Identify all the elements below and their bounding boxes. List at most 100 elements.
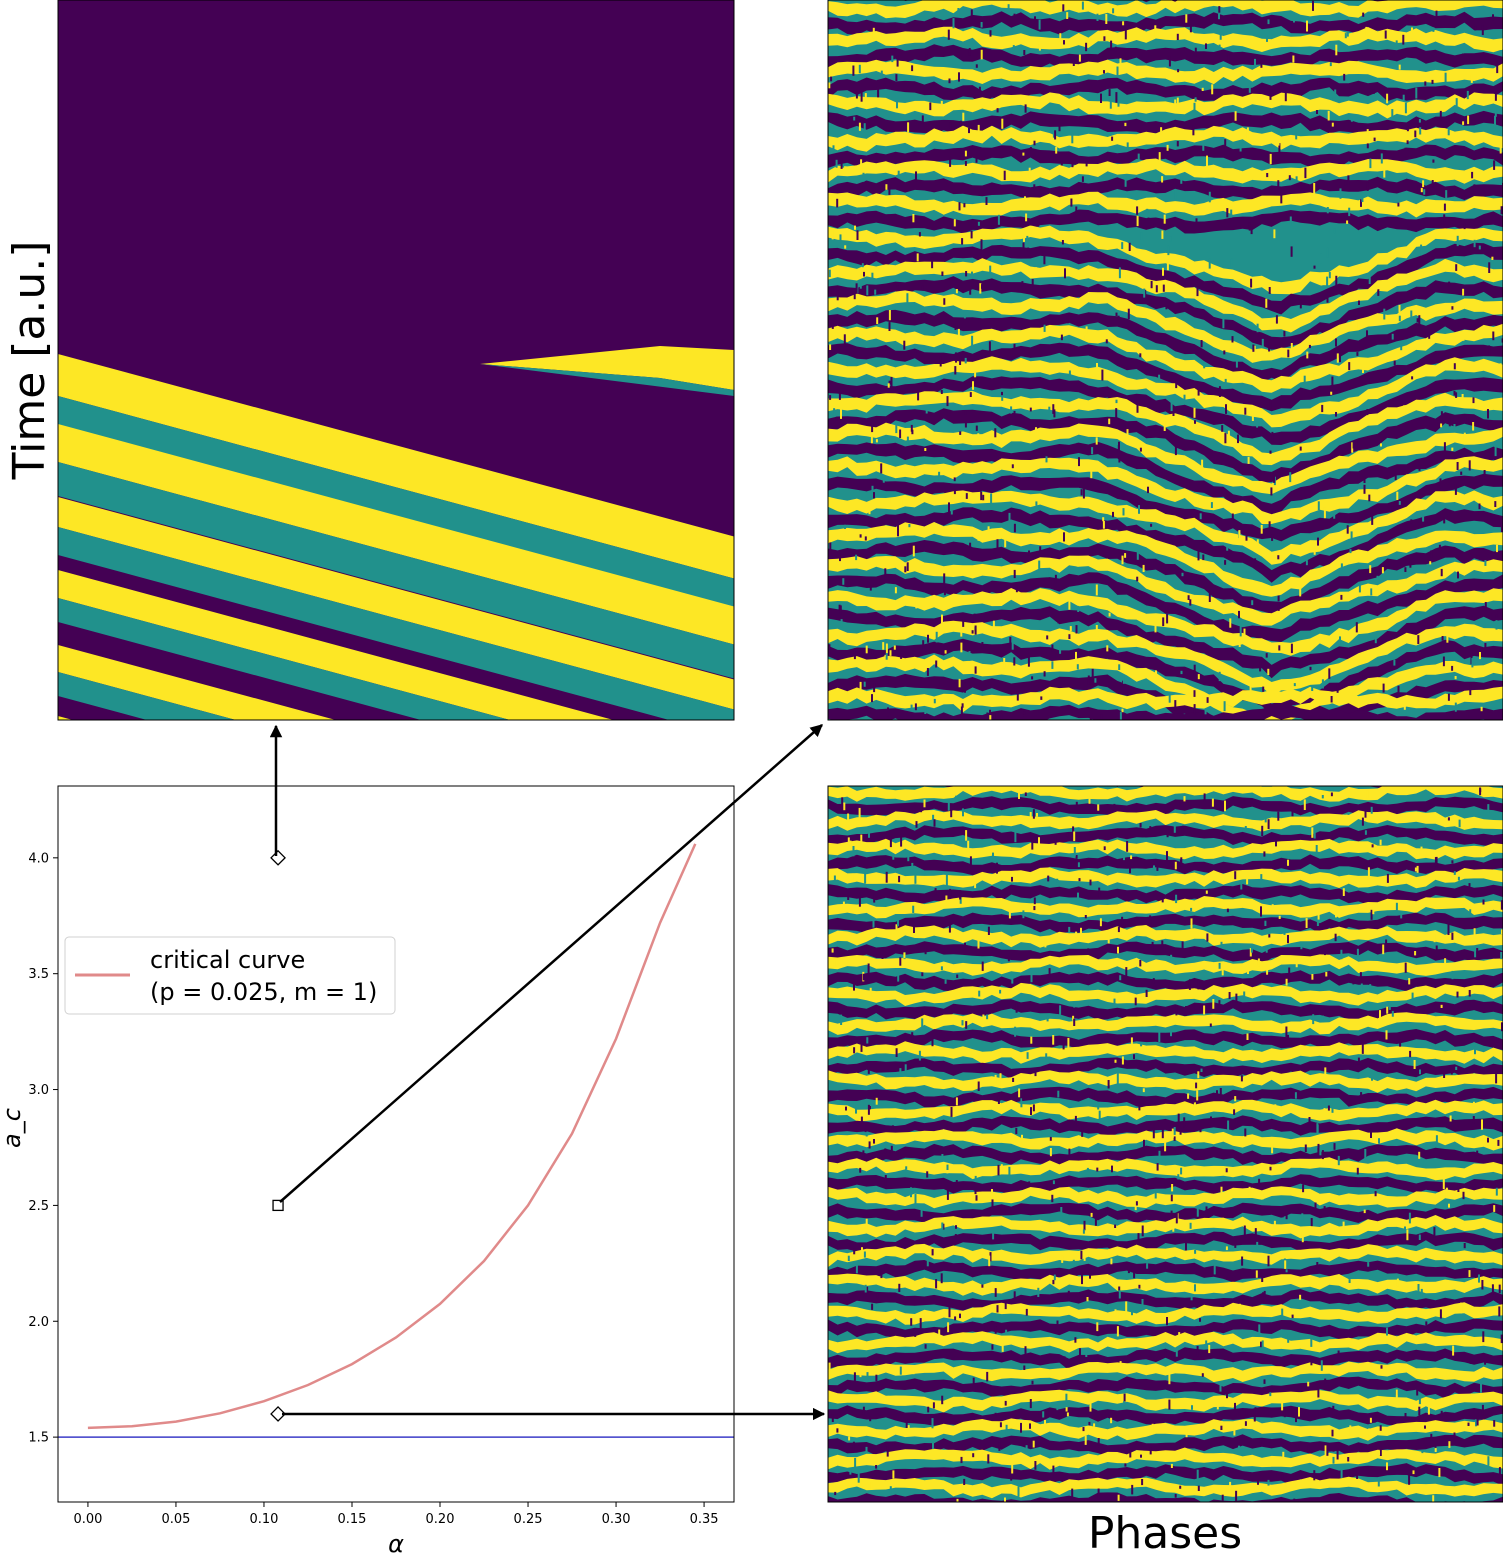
noise-speck xyxy=(974,625,977,635)
noise-speck xyxy=(1361,198,1364,202)
noise-speck xyxy=(1234,871,1237,880)
noise-speck xyxy=(830,76,833,82)
noise-speck xyxy=(1320,1360,1323,1371)
noise-speck xyxy=(1061,1255,1064,1263)
noise-speck xyxy=(1471,171,1474,179)
stripe-yellow xyxy=(828,982,1503,1006)
noise-speck xyxy=(1162,284,1165,292)
noise-speck xyxy=(1051,661,1054,669)
noise-speck xyxy=(863,1251,866,1258)
noise-speck xyxy=(926,1260,929,1267)
noise-speck xyxy=(1060,334,1063,341)
noise-speck xyxy=(1347,1457,1350,1462)
stripe-dark xyxy=(828,1434,1503,1457)
noise-speck xyxy=(944,650,947,654)
noise-speck xyxy=(1291,1314,1294,1319)
noise-speck xyxy=(1342,1221,1345,1232)
noise-speck xyxy=(1404,1226,1406,1233)
noise-speck xyxy=(957,328,960,336)
noise-speck xyxy=(1419,1069,1421,1075)
noise-speck xyxy=(1420,187,1423,193)
noise-speck xyxy=(1424,1425,1426,1429)
noise-speck xyxy=(1487,409,1489,419)
noise-speck xyxy=(1218,44,1221,49)
noise-speck xyxy=(1498,1306,1501,1317)
noise-speck xyxy=(1108,612,1111,617)
noise-speck xyxy=(1481,1404,1484,1416)
noise-speck xyxy=(998,335,1001,342)
noise-speck xyxy=(998,1078,1001,1088)
noise-speck xyxy=(1097,804,1100,811)
noise-speck xyxy=(915,600,918,609)
noise-speck xyxy=(1197,979,1200,990)
noise-speck xyxy=(1434,1439,1437,1448)
noise-speck xyxy=(866,1037,869,1044)
noise-speck xyxy=(1113,803,1116,809)
noise-speck xyxy=(1072,826,1075,833)
noise-speck xyxy=(888,622,890,626)
noise-speck xyxy=(911,862,914,870)
noise-speck xyxy=(1085,42,1088,52)
noise-speck xyxy=(849,1468,852,1475)
noise-speck xyxy=(831,228,834,240)
x-tick-label: 0.15 xyxy=(338,1512,367,1527)
noise-speck xyxy=(1119,975,1122,981)
noise-speck xyxy=(1284,92,1287,102)
noise-speck xyxy=(1082,1427,1085,1432)
noise-speck xyxy=(1238,1445,1240,1452)
noise-speck xyxy=(1136,206,1139,215)
noise-speck xyxy=(1174,189,1177,200)
noise-speck xyxy=(994,428,997,438)
noise-speck xyxy=(1435,10,1438,19)
noise-speck xyxy=(1478,503,1481,510)
noise-speck xyxy=(941,271,944,276)
noise-speck xyxy=(853,116,856,121)
noise-speck xyxy=(941,614,943,624)
noise-speck xyxy=(914,873,917,884)
noise-speck xyxy=(1116,1326,1119,1337)
noise-speck xyxy=(1433,934,1436,943)
noise-speck xyxy=(914,349,917,353)
noise-speck xyxy=(1395,40,1398,45)
noise-speck xyxy=(1024,196,1026,201)
noise-speck xyxy=(847,895,850,900)
noise-speck xyxy=(897,170,900,176)
noise-speck xyxy=(953,489,956,495)
noise-speck xyxy=(1453,390,1456,396)
noise-speck xyxy=(1370,909,1373,920)
stripe-dark xyxy=(828,999,1503,1022)
noise-speck xyxy=(1090,1212,1093,1217)
noise-speck xyxy=(1203,1005,1206,1015)
noise-speck xyxy=(953,219,956,227)
noise-speck xyxy=(1176,33,1179,40)
noise-speck xyxy=(1267,19,1270,25)
noise-speck xyxy=(1318,386,1321,392)
noise-speck xyxy=(1036,813,1038,817)
noise-speck xyxy=(1129,868,1131,874)
noise-speck xyxy=(1317,915,1320,920)
noise-speck xyxy=(1329,62,1332,67)
stripe-yellow xyxy=(828,0,1503,19)
noise-speck xyxy=(955,1225,957,1229)
noise-speck xyxy=(1499,363,1502,371)
noise-speck xyxy=(1293,14,1295,23)
noise-speck xyxy=(1403,405,1406,416)
noise-speck xyxy=(910,704,913,710)
noise-speck xyxy=(1305,560,1308,566)
noise-speck xyxy=(1021,281,1024,287)
noise-speck xyxy=(1172,411,1175,416)
noise-speck xyxy=(1386,1327,1388,1336)
noise-speck xyxy=(915,821,918,828)
noise-speck xyxy=(969,542,972,548)
noise-speck xyxy=(864,873,867,884)
noise-speck xyxy=(864,1128,867,1133)
noise-speck xyxy=(1430,336,1433,342)
noise-speck xyxy=(1116,1343,1119,1349)
noise-speck xyxy=(1192,125,1195,136)
noise-speck xyxy=(1311,959,1314,964)
noise-speck xyxy=(842,578,845,585)
noise-speck xyxy=(1306,20,1308,32)
noise-speck xyxy=(1393,659,1396,666)
plot-background xyxy=(58,786,734,1502)
noise-speck xyxy=(1456,991,1459,998)
